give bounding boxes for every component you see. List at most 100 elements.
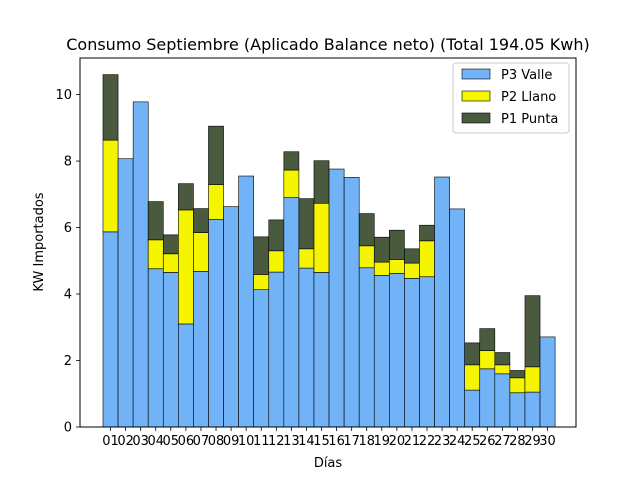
bar-segment-day-12-series-1	[268, 250, 285, 273]
x-tick-label: 10	[238, 434, 255, 449]
x-tick-label: 18	[358, 434, 375, 449]
bar-segment-day-14-series-2	[298, 198, 315, 250]
x-tick-label: 05	[163, 434, 180, 449]
bar-segment-day-29-series-0	[524, 391, 541, 428]
y-tick-label: 4	[64, 288, 72, 303]
bar-segment-day-13-series-2	[283, 151, 300, 171]
y-tick-label: 2	[64, 354, 72, 369]
x-tick-label: 03	[132, 434, 149, 449]
chart-title: Consumo Septiembre (Aplicado Balance net…	[66, 35, 590, 54]
bars-group	[102, 74, 556, 428]
x-tick-label: 28	[509, 434, 526, 449]
bar-segment-day-06-series-0	[178, 323, 194, 428]
x-tick-label: 17	[343, 434, 360, 449]
bar-segment-day-28-series-1	[509, 377, 526, 394]
bar-segment-day-01-series-2	[102, 74, 119, 141]
x-tick-label: 12	[268, 434, 285, 449]
bar-segment-day-06-series-1	[178, 209, 194, 325]
bar-segment-day-18-series-1	[358, 245, 375, 269]
bar-segment-day-08-series-0	[208, 219, 224, 428]
bar-segment-day-19-series-2	[373, 236, 390, 263]
bar-segment-day-08-series-1	[208, 184, 224, 220]
x-tick-label: 07	[193, 434, 210, 449]
bar-segment-day-05-series-2	[162, 234, 179, 255]
bar-segment-day-05-series-0	[162, 272, 179, 428]
bar-segment-day-26-series-0	[479, 368, 496, 428]
x-tick-label: 22	[419, 434, 436, 449]
x-tick-label: 23	[434, 434, 451, 449]
bar-segment-day-06-series-2	[178, 183, 194, 211]
bar-segment-day-22-series-0	[419, 276, 435, 428]
bar-segment-day-01-series-1	[102, 139, 119, 233]
bar-segment-day-12-series-2	[268, 219, 285, 252]
x-tick-label: 27	[494, 434, 511, 449]
bar-segment-day-11-series-0	[253, 289, 270, 428]
x-tick-label: 02	[117, 434, 134, 449]
x-tick-label: 06	[178, 434, 195, 449]
bar-segment-day-09-series-0	[223, 206, 239, 428]
bar-segment-day-05-series-1	[162, 253, 179, 273]
x-axis-label: Días	[314, 456, 343, 471]
legend-label: P1 Punta	[501, 112, 558, 127]
x-tick-label: 08	[208, 434, 225, 449]
y-axis-label: KW Importados	[32, 192, 47, 291]
bar-segment-day-21-series-1	[404, 262, 420, 279]
bar-segment-day-15-series-2	[313, 160, 330, 204]
bar-segment-day-13-series-0	[283, 197, 300, 428]
bar-segment-day-29-series-2	[524, 295, 541, 368]
bar-segment-day-28-series-2	[509, 370, 526, 379]
bar-segment-day-03-series-0	[132, 101, 149, 428]
bar-segment-day-14-series-0	[298, 267, 315, 428]
bar-segment-day-28-series-0	[509, 392, 526, 428]
bar-segment-day-25-series-1	[464, 364, 481, 391]
bar-segment-day-21-series-2	[404, 248, 420, 264]
bar-segment-day-01-series-0	[102, 231, 119, 428]
x-tick-label: 24	[449, 434, 466, 449]
y-tick-label: 0	[64, 421, 72, 436]
x-tick-label: 13	[283, 434, 300, 449]
x-tick-label: 04	[147, 434, 164, 449]
y-tick-label: 10	[55, 88, 72, 103]
legend-swatch	[461, 68, 491, 80]
bar-segment-day-27-series-2	[494, 352, 511, 366]
x-tick-label: 15	[313, 434, 330, 449]
bar-segment-day-10-series-0	[238, 175, 255, 428]
bar-segment-day-19-series-1	[373, 261, 390, 276]
legend-swatch	[461, 112, 491, 124]
legend-label: P3 Valle	[501, 68, 552, 83]
bar-segment-day-20-series-0	[389, 273, 405, 428]
bar-segment-day-27-series-0	[494, 373, 511, 428]
x-tick-label: 21	[404, 434, 421, 449]
bar-segment-day-25-series-0	[464, 389, 481, 428]
bar-segment-day-02-series-0	[117, 158, 134, 428]
bar-segment-day-07-series-0	[193, 271, 209, 428]
x-tick-label: 16	[328, 434, 345, 449]
bar-segment-day-04-series-2	[147, 201, 164, 241]
y-tick-label: 8	[64, 155, 72, 170]
bar-segment-day-23-series-0	[434, 176, 450, 428]
x-axis-ticks: 0102030405060708091011121314151617181920…	[102, 427, 556, 449]
bar-segment-day-11-series-1	[253, 274, 270, 291]
plot-frame	[79, 57, 577, 428]
bar-segment-day-16-series-0	[328, 168, 345, 428]
bar-segment-day-08-series-2	[208, 125, 224, 185]
x-tick-label: 30	[539, 434, 556, 449]
legend-swatch	[461, 90, 491, 102]
legend-label: P2 Llano	[501, 90, 556, 105]
bar-segment-day-18-series-2	[358, 213, 375, 247]
x-tick-label: 19	[374, 434, 391, 449]
bar-segment-day-22-series-2	[419, 224, 435, 242]
bar-segment-day-26-series-2	[479, 328, 496, 351]
bar-segment-day-25-series-2	[464, 342, 481, 366]
bar-segment-day-20-series-1	[389, 259, 405, 274]
bar-segment-day-13-series-1	[283, 169, 300, 198]
y-axis-ticks: 0 2 4 6 8 10	[55, 88, 80, 436]
x-tick-label: 11	[253, 434, 270, 449]
bar-segment-day-21-series-0	[404, 278, 420, 428]
bar-segment-day-04-series-1	[147, 239, 164, 270]
x-tick-label: 01	[102, 434, 119, 449]
bar-segment-day-17-series-0	[343, 177, 360, 428]
bar-segment-day-29-series-1	[524, 366, 541, 393]
